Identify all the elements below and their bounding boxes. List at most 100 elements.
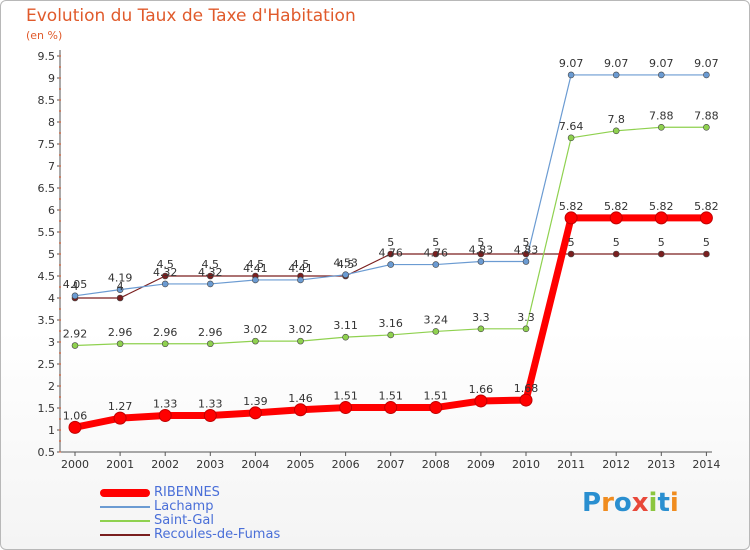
data-point bbox=[609, 211, 623, 225]
data-point bbox=[297, 276, 304, 284]
y-tick-label: 2 bbox=[48, 380, 55, 393]
legend-item: Lachamp bbox=[100, 500, 280, 514]
y-tick-label: 5.5 bbox=[38, 226, 56, 239]
y-tick-label: 9 bbox=[48, 72, 55, 85]
data-point bbox=[657, 123, 665, 131]
data-label: 5.82 bbox=[559, 200, 584, 213]
data-point bbox=[387, 331, 395, 339]
data-point bbox=[703, 123, 710, 131]
y-tick-label: 7 bbox=[48, 160, 55, 173]
data-point bbox=[294, 403, 307, 417]
data-label: 3.16 bbox=[378, 317, 403, 330]
legend-label: Saint-Gal bbox=[154, 513, 214, 528]
data-label: 4.41 bbox=[243, 262, 268, 275]
data-label: 1.66 bbox=[469, 383, 494, 396]
data-point bbox=[342, 333, 349, 341]
data-label: 2.96 bbox=[198, 326, 223, 339]
data-point bbox=[654, 211, 668, 225]
data-label: 5 bbox=[658, 236, 665, 249]
data-point bbox=[203, 408, 217, 422]
data-point bbox=[432, 328, 440, 335]
y-tick-label: 1 bbox=[48, 424, 55, 437]
x-tick-label: 2001 bbox=[106, 458, 134, 471]
data-point bbox=[564, 211, 578, 225]
chart-title: Evolution du Taux de Taxe d'Habitation bbox=[26, 6, 356, 26]
data-point bbox=[703, 250, 710, 258]
data-point bbox=[477, 250, 485, 258]
chart-subtitle: (en %) bbox=[26, 29, 63, 42]
x-tick-label: 2014 bbox=[692, 458, 720, 471]
data-label: 5 bbox=[568, 236, 575, 249]
data-label: 4.76 bbox=[424, 247, 449, 260]
y-tick-label: 6 bbox=[48, 204, 55, 217]
data-label: 4.83 bbox=[514, 243, 539, 256]
data-point bbox=[161, 280, 169, 288]
data-label: 4.5 bbox=[202, 258, 220, 271]
data-point bbox=[387, 261, 395, 268]
x-tick-label: 2011 bbox=[557, 458, 585, 471]
y-tick-label: 6.5 bbox=[38, 182, 56, 195]
data-label: 5 bbox=[432, 236, 439, 249]
logo-letter: t bbox=[657, 488, 670, 518]
legend-swatch bbox=[100, 534, 150, 536]
data-label: 1.46 bbox=[288, 392, 313, 405]
y-tick-label: 0.5 bbox=[38, 446, 56, 459]
data-label: 5.82 bbox=[604, 200, 629, 213]
data-label: 5.82 bbox=[649, 200, 674, 213]
data-point bbox=[703, 71, 710, 79]
data-point bbox=[699, 211, 713, 225]
data-label: 5 bbox=[613, 236, 620, 249]
data-label: 4.5 bbox=[292, 258, 310, 271]
data-label: 4.32 bbox=[198, 266, 223, 279]
data-point bbox=[207, 280, 214, 288]
data-point bbox=[657, 71, 665, 79]
data-point bbox=[432, 250, 440, 258]
logo-letter: o bbox=[613, 488, 632, 518]
y-tick-label: 2.5 bbox=[38, 358, 56, 371]
data-point bbox=[387, 250, 395, 258]
data-label: 4.5 bbox=[156, 258, 174, 271]
data-point bbox=[474, 394, 488, 408]
x-tick-label: 2002 bbox=[151, 458, 179, 471]
data-label: 1.33 bbox=[153, 397, 178, 410]
y-tick-label: 4.5 bbox=[38, 270, 56, 283]
data-label: 1.51 bbox=[378, 390, 403, 403]
legend-swatch bbox=[100, 520, 150, 522]
data-point bbox=[116, 286, 124, 293]
data-label: 3.3 bbox=[517, 311, 535, 324]
data-point bbox=[342, 271, 349, 278]
data-point bbox=[429, 401, 443, 415]
data-label: 4.41 bbox=[288, 262, 313, 275]
y-tick-label: 3 bbox=[48, 336, 55, 349]
data-label: 4 bbox=[72, 280, 79, 293]
data-label: 1.33 bbox=[198, 397, 223, 410]
data-point bbox=[519, 393, 533, 407]
logo-letter: x bbox=[631, 488, 649, 518]
data-label: 4.83 bbox=[469, 243, 494, 256]
x-tick-label: 2007 bbox=[377, 458, 405, 471]
data-point bbox=[161, 340, 169, 348]
data-label: 7.8 bbox=[607, 113, 625, 126]
chart-legend: RIBENNES Lachamp Saint-Gal Recoules-de-Fuma… bbox=[100, 486, 280, 542]
data-point bbox=[339, 401, 353, 415]
x-tick-label: 2000 bbox=[61, 458, 89, 471]
data-label: 2.96 bbox=[108, 326, 133, 339]
data-point bbox=[567, 134, 575, 142]
data-label: 4.32 bbox=[153, 266, 178, 279]
data-label: 5 bbox=[387, 236, 394, 249]
y-tick-label: 1.5 bbox=[38, 402, 56, 415]
data-label: 5 bbox=[477, 236, 484, 249]
x-tick-label: 2005 bbox=[287, 458, 315, 471]
legend-label: RIBENNES bbox=[154, 485, 220, 500]
data-label: 2.96 bbox=[153, 326, 178, 339]
data-label: 3.02 bbox=[243, 323, 268, 336]
data-label: 1.51 bbox=[424, 390, 449, 403]
data-label: 5.82 bbox=[694, 200, 719, 213]
data-point bbox=[477, 325, 485, 333]
data-point bbox=[252, 276, 259, 284]
data-point bbox=[207, 340, 214, 348]
data-label: 7.88 bbox=[649, 109, 674, 122]
data-label: 1.51 bbox=[333, 390, 358, 403]
x-tick-label: 2012 bbox=[602, 458, 630, 471]
